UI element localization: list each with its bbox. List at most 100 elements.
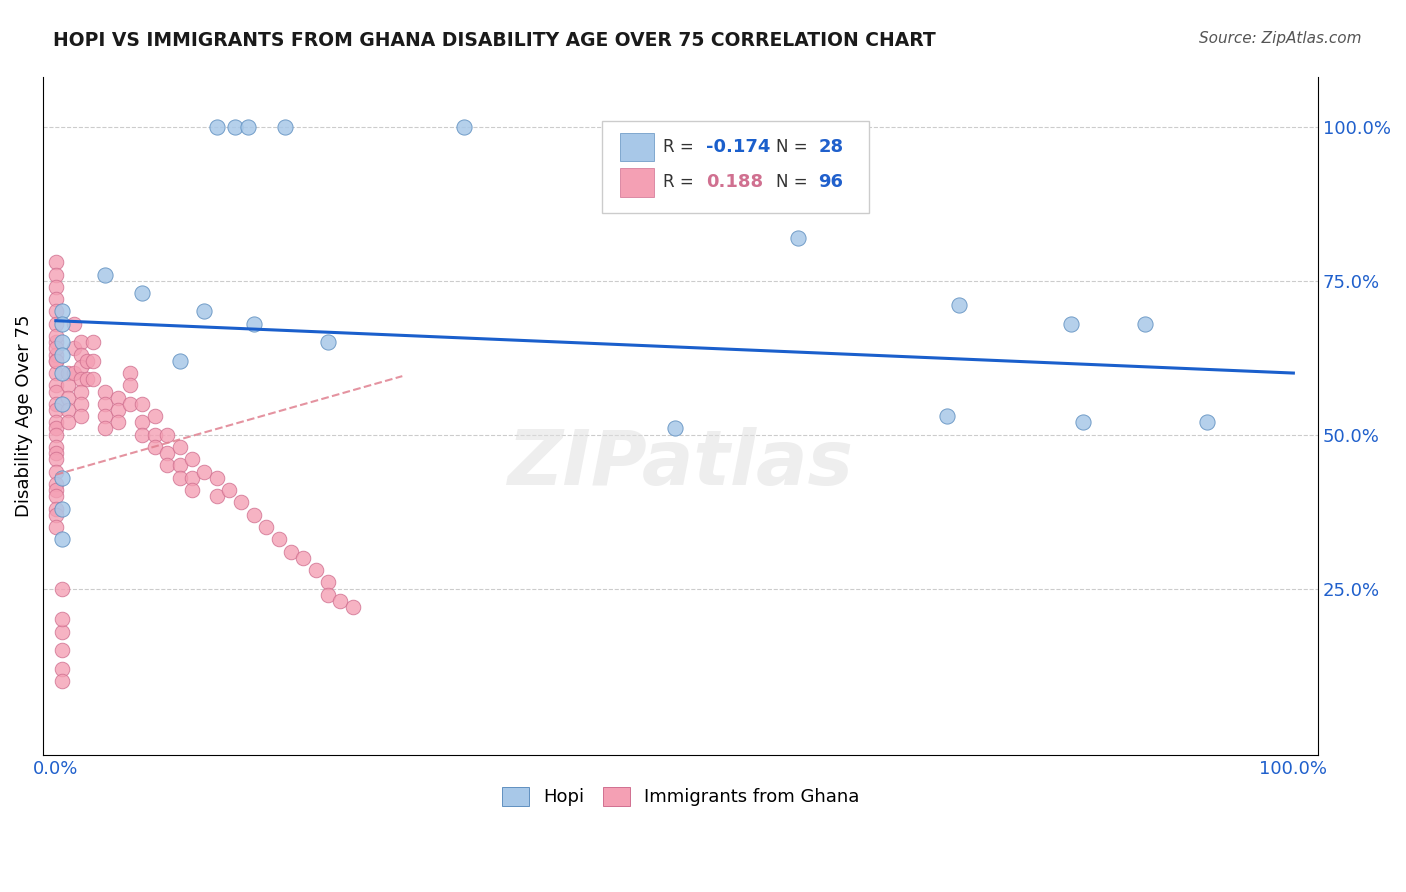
Point — [82, 372, 104, 386]
Point — [205, 489, 228, 503]
Point — [69, 397, 91, 411]
Point — [107, 415, 129, 429]
Point — [94, 384, 117, 399]
Point — [305, 563, 328, 577]
Point — [131, 285, 153, 300]
Point — [45, 378, 67, 392]
Point — [69, 384, 91, 399]
Point — [76, 353, 98, 368]
Point — [82, 335, 104, 350]
Point — [45, 304, 67, 318]
Point — [45, 403, 67, 417]
Point — [45, 508, 67, 522]
Point — [56, 366, 79, 380]
Point — [267, 533, 290, 547]
Point — [51, 471, 73, 485]
Point — [45, 421, 67, 435]
Point — [131, 415, 153, 429]
Text: N =: N = — [776, 138, 813, 156]
Text: 96: 96 — [818, 173, 844, 192]
Point — [274, 120, 297, 134]
Point — [45, 292, 67, 306]
Point — [329, 594, 352, 608]
Point — [45, 465, 67, 479]
Point — [51, 662, 73, 676]
Point — [94, 409, 117, 424]
Point — [69, 348, 91, 362]
Point — [169, 353, 191, 368]
Point — [51, 397, 73, 411]
Point — [51, 501, 73, 516]
Point — [69, 359, 91, 374]
Point — [45, 489, 67, 503]
Point — [118, 397, 141, 411]
Point — [51, 335, 73, 350]
Point — [45, 255, 67, 269]
Point — [143, 409, 166, 424]
Point — [107, 403, 129, 417]
Text: HOPI VS IMMIGRANTS FROM GHANA DISABILITY AGE OVER 75 CORRELATION CHART: HOPI VS IMMIGRANTS FROM GHANA DISABILITY… — [53, 31, 936, 50]
Point — [51, 673, 73, 688]
Point — [56, 415, 79, 429]
Point — [948, 298, 970, 312]
Point — [205, 471, 228, 485]
Text: N =: N = — [776, 173, 813, 192]
Point — [45, 280, 67, 294]
Text: R =: R = — [664, 138, 699, 156]
Point — [181, 452, 204, 467]
Point — [143, 427, 166, 442]
Point — [156, 427, 179, 442]
Point — [45, 335, 67, 350]
Point — [169, 440, 191, 454]
FancyBboxPatch shape — [620, 169, 654, 196]
Point — [56, 378, 79, 392]
Point — [316, 588, 339, 602]
Text: 0.188: 0.188 — [706, 173, 763, 192]
Point — [292, 550, 315, 565]
Text: R =: R = — [664, 173, 699, 192]
Text: ZIPatlas: ZIPatlas — [508, 426, 853, 500]
Point — [143, 440, 166, 454]
Point — [45, 348, 67, 362]
FancyBboxPatch shape — [620, 133, 654, 161]
Point — [51, 612, 73, 626]
Point — [45, 520, 67, 534]
Legend: Hopi, Immigrants from Ghana: Hopi, Immigrants from Ghana — [495, 780, 868, 814]
Point — [45, 397, 67, 411]
Point — [1059, 317, 1081, 331]
Point — [342, 600, 364, 615]
Point — [94, 268, 117, 282]
Point — [218, 483, 240, 497]
Point — [193, 304, 215, 318]
Point — [51, 582, 73, 596]
Point — [1071, 415, 1094, 429]
Text: -0.174: -0.174 — [706, 138, 770, 156]
Point — [45, 268, 67, 282]
Point — [63, 366, 86, 380]
Point — [935, 409, 957, 424]
Point — [56, 391, 79, 405]
Point — [131, 427, 153, 442]
Point — [69, 409, 91, 424]
Text: 28: 28 — [818, 138, 844, 156]
Point — [254, 520, 277, 534]
Point — [156, 458, 179, 473]
Point — [45, 342, 67, 356]
Point — [94, 421, 117, 435]
Point — [181, 471, 204, 485]
Point — [45, 440, 67, 454]
Point — [1133, 317, 1156, 331]
Point — [243, 317, 266, 331]
Point — [156, 446, 179, 460]
Point — [181, 483, 204, 497]
Point — [45, 384, 67, 399]
Point — [118, 378, 141, 392]
Point — [51, 317, 73, 331]
Point — [69, 335, 91, 350]
Point — [45, 446, 67, 460]
Point — [45, 452, 67, 467]
Point — [118, 366, 141, 380]
Point — [82, 353, 104, 368]
Point — [107, 391, 129, 405]
Point — [316, 335, 339, 350]
